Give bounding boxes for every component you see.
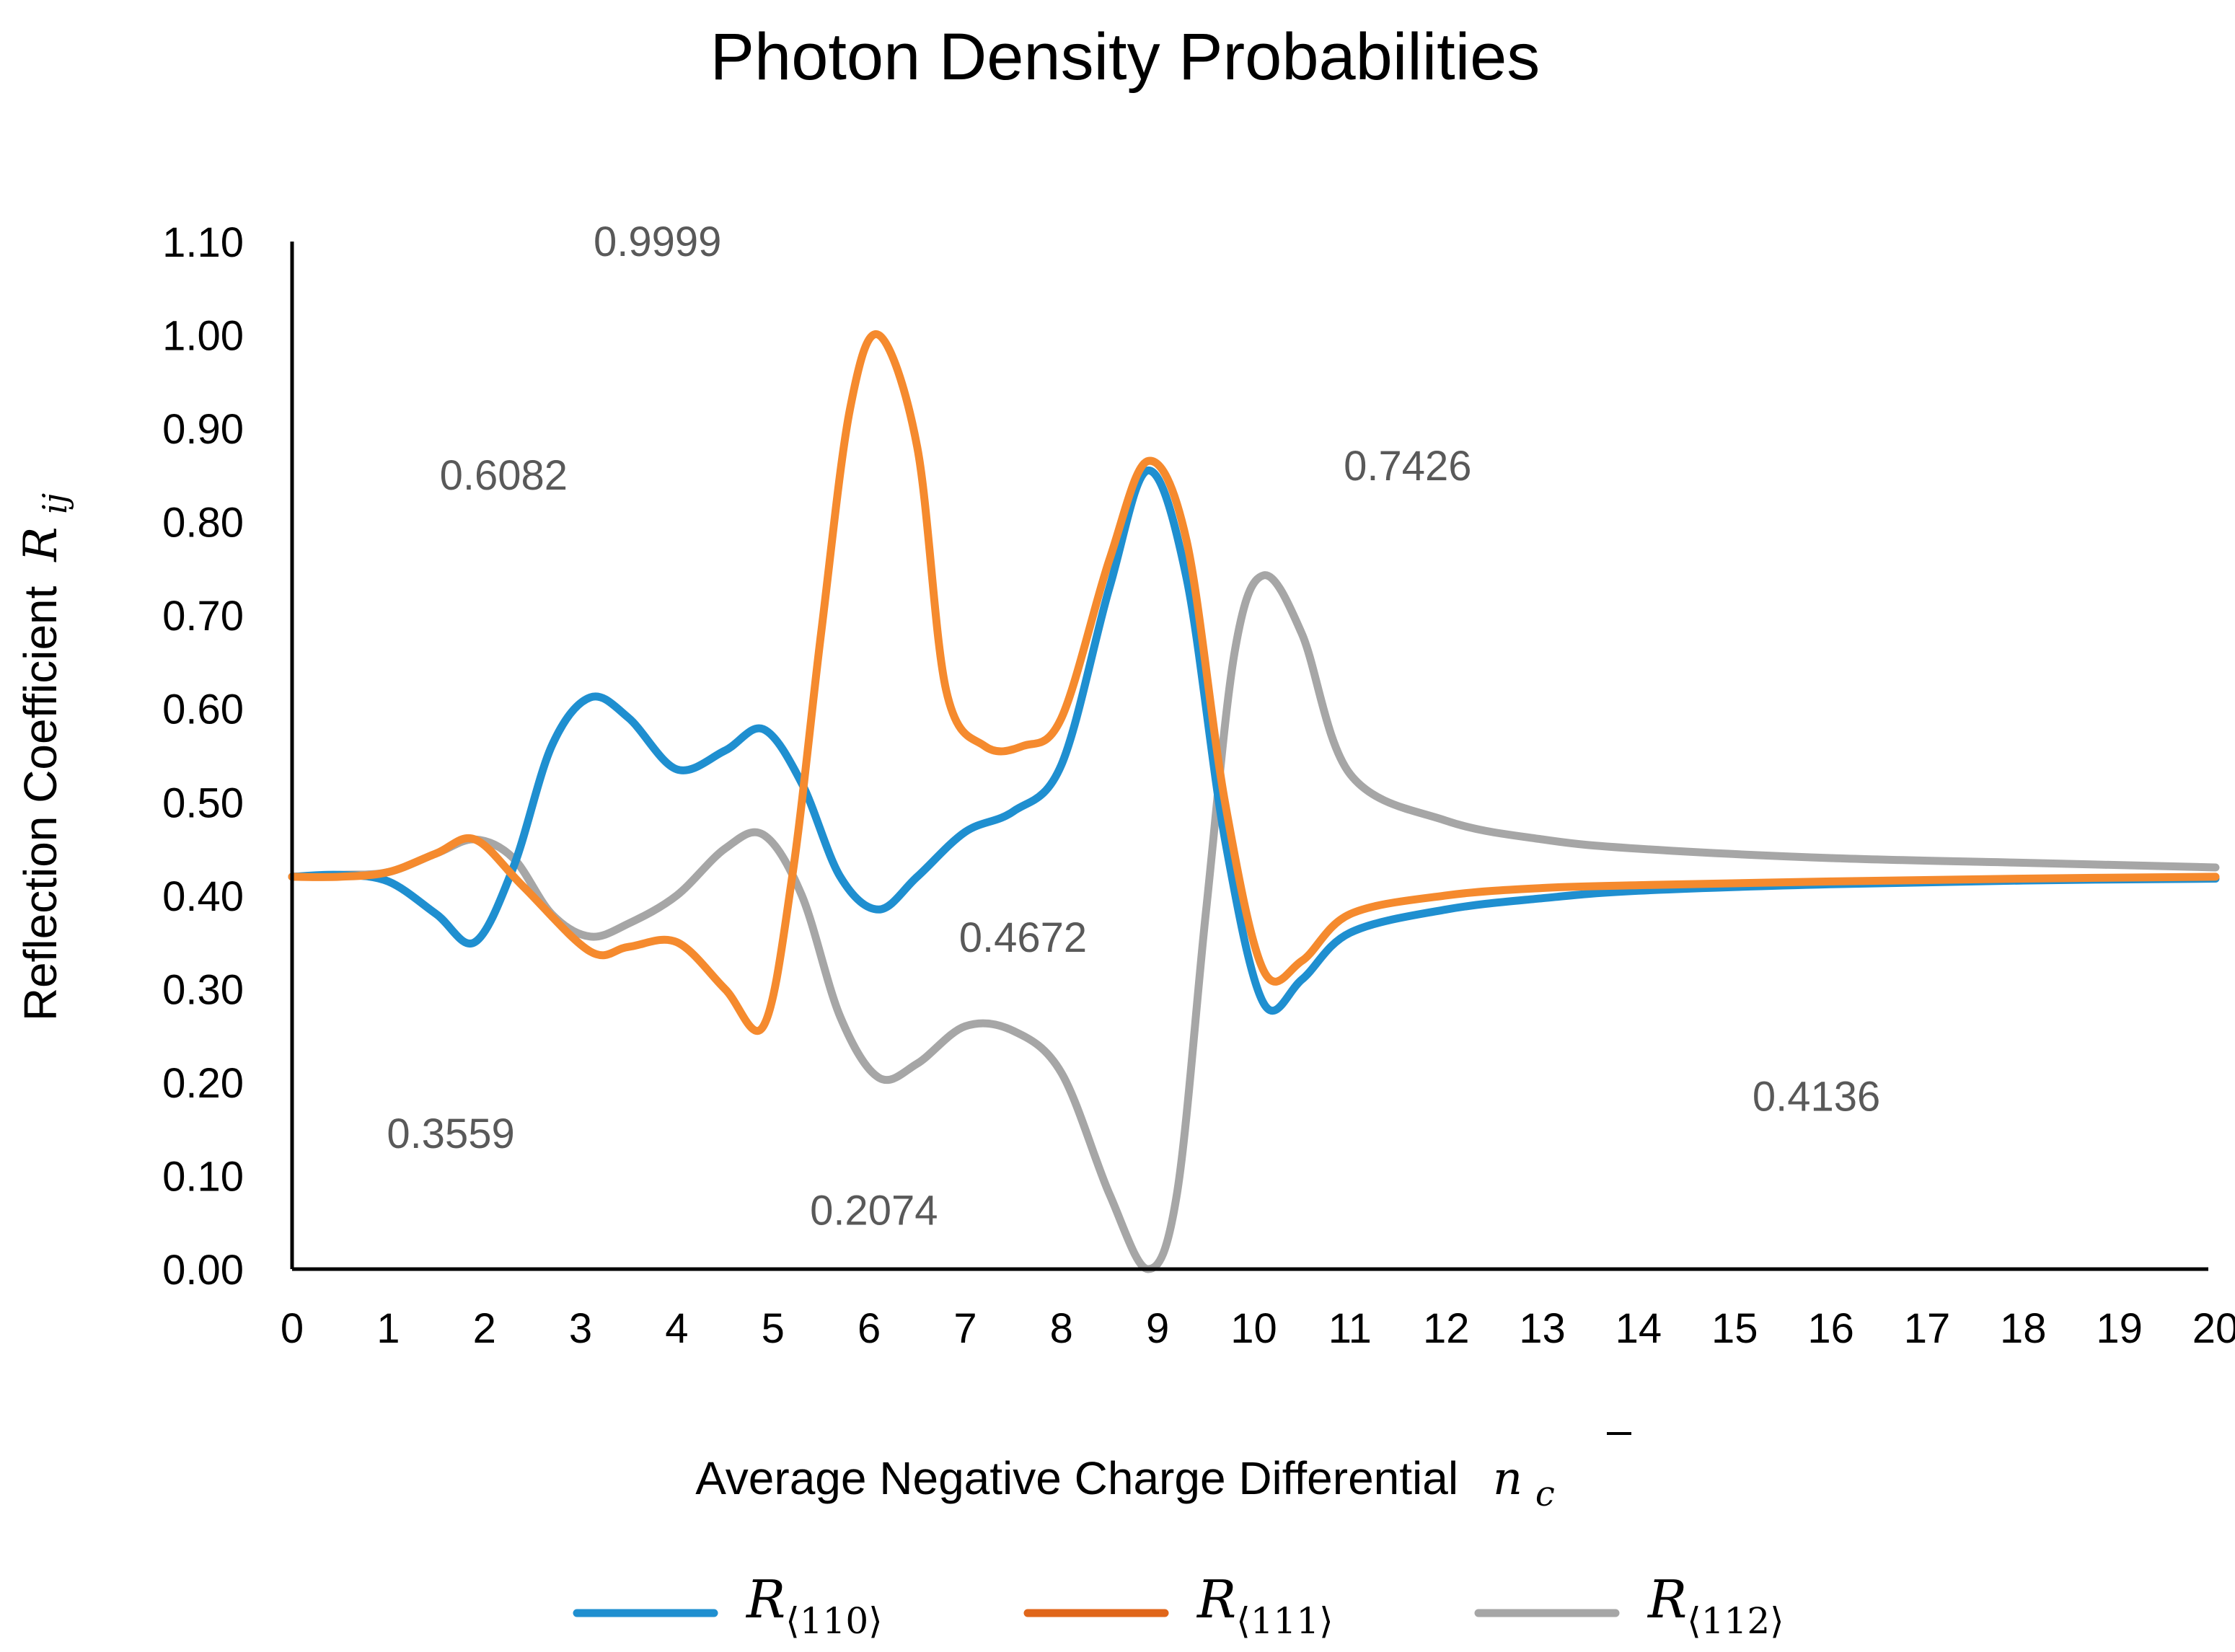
y-axis-label-subscript: ij [35,493,74,514]
data-annotations: 0.9999 0.6082 0.7426 0.4672 0.3559 0.2074 0.41… [387,218,1880,1234]
series-line-r110 [288,466,2220,1015]
x-tick-label: 10 [1230,1305,1277,1352]
y-axis-label: Reflection Coefficient R ij [14,493,74,1021]
annotation-label: 0.9999 [594,218,721,265]
y-axis-label-text: Reflection Coefficient [14,586,66,1021]
x-tick-label: 17 [1904,1305,1951,1352]
annotation-label: 0.2074 [810,1187,938,1234]
x-tick-label: 2 [473,1305,496,1352]
x-tick-label: 13 [1519,1305,1566,1352]
x-tick-label: 11 [1328,1305,1372,1352]
y-tick-label: 0.60 [162,686,244,733]
annotation-label: 0.6082 [440,452,568,499]
y-tick-labels: 0.00 0.10 0.20 0.30 0.40 0.50 0.60 0.70 0.80 0.90… [162,219,244,1294]
x-axis-label-text: Average Negative Charge Differential [695,1452,1458,1504]
x-tick-label: 14 [1615,1305,1662,1352]
svg-text:Average Negative Charge Differ: Average Negative Charge Differential n c [695,1452,1554,1514]
x-tick-label: 18 [2000,1305,2047,1352]
series-line-r111 [288,330,2220,1035]
x-axis-label-subscript: c [1535,1474,1555,1514]
x-tick-labels: 0 1 2 3 4 5 6 7 8 9 10 11 12 13 14 15 16 17 18 19 20 [281,1305,2235,1352]
legend-item-r111: R⟨111⟩ [1023,1569,1333,1642]
legend-label: R⟨112⟩ [1647,1569,1784,1642]
series-lines [288,330,2220,1273]
legend-label: R⟨110⟩ [745,1569,883,1642]
y-tick-label: 1.10 [162,219,244,266]
annotation-label: 0.7426 [1344,443,1471,490]
annotation-label: 0.4672 [959,914,1087,961]
y-tick-label: 0.40 [162,873,244,920]
y-tick-label: 0.80 [162,500,244,547]
x-tick-label: 0 [281,1305,304,1352]
y-tick-label: 0.00 [162,1247,244,1294]
x-tick-label: 3 [569,1305,592,1352]
x-tick-label: 5 [762,1305,785,1352]
svg-text:Reflection Coefficient R: Reflection Coefficient R ij [14,493,74,1021]
x-axis-label: Average Negative Charge Differential n c [695,1432,1631,1514]
x-tick-label: 9 [1146,1305,1169,1352]
legend-item-r110: R⟨110⟩ [573,1569,883,1642]
x-tick-label: 8 [1050,1305,1073,1352]
x-tick-label: 1 [376,1305,400,1352]
y-tick-label: 0.10 [162,1153,244,1200]
legend-label: R⟨111⟩ [1196,1569,1333,1642]
annotation-label: 0.4136 [1753,1073,1880,1120]
x-tick-label: 16 [1807,1305,1854,1352]
x-axis-label-symbol: n [1493,1452,1522,1506]
chart-title: Photon Density Probabilities [710,20,1540,94]
x-tick-label: 12 [1423,1305,1470,1352]
y-tick-label: 1.00 [162,313,244,360]
x-tick-label: 7 [953,1305,977,1352]
legend-item-r112: R⟨112⟩ [1474,1569,1784,1642]
x-tick-label: 4 [665,1305,688,1352]
x-tick-label: 15 [1711,1305,1758,1352]
x-tick-label: 20 [2192,1305,2235,1352]
x-tick-label: 19 [2096,1305,2143,1352]
y-axis-label-symbol: R [14,527,68,562]
x-tick-label: 6 [858,1305,881,1352]
y-tick-label: 0.70 [162,593,244,640]
y-tick-label: 0.20 [162,1060,244,1107]
series-line-r112 [288,571,2220,1273]
legend: R⟨110⟩ R⟨111⟩ R⟨112⟩ [573,1569,1784,1642]
annotation-label: 0.3559 [387,1110,514,1157]
y-tick-label: 0.90 [162,406,244,453]
y-tick-label: 0.30 [162,966,244,1013]
y-tick-label: 0.50 [162,779,244,826]
